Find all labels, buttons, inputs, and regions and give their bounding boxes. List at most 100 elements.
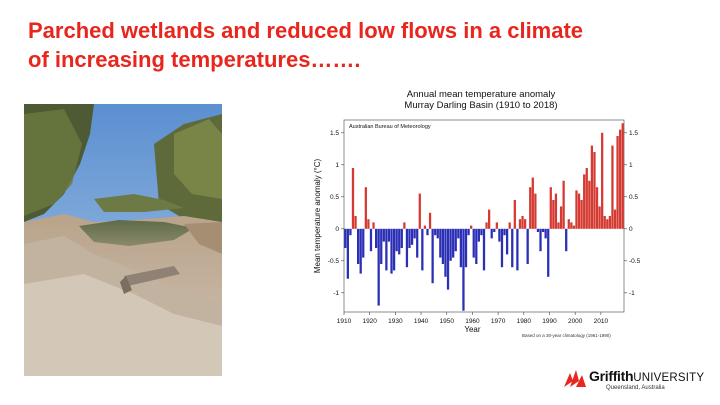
bar-1996 [565,228,568,252]
bar-1964 [482,228,486,271]
bar-1997 [567,219,570,229]
bar-1944 [431,228,434,284]
bar-1951 [449,228,452,261]
bar-2007 [593,152,596,229]
bar-2010 [601,132,604,229]
bar-1975 [511,228,514,268]
source-label: Australian Bureau of Meteorology [349,124,431,130]
logo-name-rest: UNIVERSITY [633,372,705,384]
bar-1974 [508,222,511,229]
bar-1984 [534,193,537,229]
y-tick-label-right: 0.5 [629,194,638,201]
bar-1916 [359,228,362,274]
bar-1972 [503,228,506,236]
bar-1945 [434,228,437,236]
bar-1952 [452,228,455,258]
plot-frame [343,119,625,313]
logo-wordmark: GriffithUNIVERSITY [589,368,704,384]
bar-1962 [477,228,480,242]
axis-ticks: 1.5 1.5 1 1 0.5 0.5 0 0 -0.5 -0.5 -1 -1 1910 1920 1930… [328,130,641,325]
x-tick-label: 1980 [517,318,532,325]
chart-title: Annual mean temperature anomaly [406,89,556,100]
bar-1950 [446,228,450,290]
bar-series [344,123,624,311]
bar-1983 [531,177,534,229]
y-tick-label-left: 0.5 [330,194,339,201]
y-tick-label-right: 1 [629,162,633,169]
bar-1925 [382,228,385,242]
x-tick-label: 1960 [465,318,480,325]
bar-1968 [493,228,496,232]
bar-1943 [428,212,432,229]
bar-1993 [557,222,560,229]
bar-2014 [611,145,614,229]
bar-1979 [521,216,524,229]
bar-1977 [516,228,519,271]
bar-1920 [369,228,373,252]
bar-1961 [475,228,478,264]
bar-1986 [539,228,542,252]
y-axis-label: Mean temperature anomaly (°C) [313,158,322,273]
bar-1973 [505,228,509,255]
bar-2004 [585,168,588,229]
bar-1919 [367,219,370,229]
griffith-university-logo: GriffithUNIVERSITY Queensland, Australia [562,366,712,396]
chart-subtitle: Murray Darling Basin (1910 to 2018) [404,100,558,111]
bar-1976 [513,200,516,229]
slide-title: Parched wetlands and reduced low flows i… [28,16,708,74]
bar-1954 [457,228,460,239]
bar-1928 [390,228,393,274]
bar-2009 [598,206,601,229]
wetland-photo [24,104,222,376]
x-tick-label: 1910 [337,318,352,325]
bar-2015 [613,209,617,229]
bar-1918 [364,187,367,229]
bar-1991 [552,200,555,229]
bar-1911 [346,228,349,279]
bar-1931 [398,228,401,255]
bar-1985 [536,228,540,232]
bar-2016 [616,136,619,229]
bar-1989 [547,228,550,277]
x-tick-label: 1950 [440,318,455,325]
bar-1963 [480,228,483,236]
bar-1955 [459,228,463,268]
bar-1980 [523,219,527,229]
bar-1982 [529,187,532,229]
logo-name-bold: Griffith [589,368,634,384]
chart-canvas: 1.5 1.5 1 1 0.5 0.5 0 0 -0.5 -0.5 -1 -1 1910 1920 1930… [313,119,641,338]
bar-1912 [349,228,352,236]
bar-1915 [356,228,360,264]
bar-2012 [606,219,609,229]
bar-1929 [392,228,396,271]
bar-1926 [385,228,388,271]
y-tick-label-left: -0.5 [328,258,340,265]
bar-1969 [495,222,498,229]
x-tick-label: 1970 [491,318,506,325]
bar-2001 [577,193,581,229]
x-tick-label: 1940 [414,318,429,325]
y-tick-label-left: -1 [333,290,339,297]
bar-1917 [362,228,365,258]
slide-title-line2: of increasing temperatures……. [28,47,361,72]
y-tick-label-left: 1 [335,162,339,169]
bar-1990 [549,187,552,229]
bar-1910 [344,228,347,248]
bar-1932 [400,228,403,248]
temperature-anomaly-chart: Annual mean temperature anomaly Murray D… [296,88,646,350]
bar-2005 [588,180,591,229]
y-tick-label-left: 0 [335,226,339,233]
bar-1995 [562,180,565,229]
x-axis-label: Year [464,325,481,334]
bar-1978 [518,219,522,229]
bar-1998 [570,222,573,229]
x-tick-label: 2010 [594,318,609,325]
x-tick-label: 1920 [362,318,377,325]
bar-1953 [454,228,457,252]
y-tick-label-left: 1.5 [330,130,339,137]
griffith-emblem-icon [564,370,586,387]
bar-1958 [467,228,470,236]
slide-title-line1: Parched wetlands and reduced low flows i… [28,18,584,43]
dry-riverbed-image [24,104,222,376]
bar-1939 [418,193,421,229]
